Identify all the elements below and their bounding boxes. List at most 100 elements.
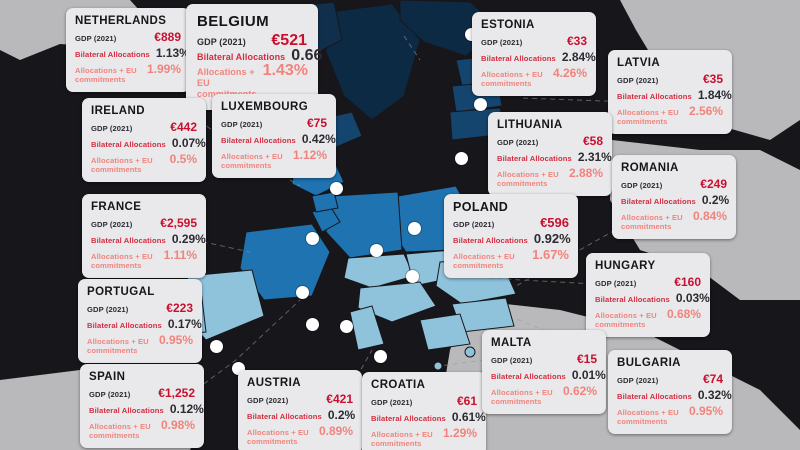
card-title: POLAND [453, 200, 509, 214]
eu-value: 0.98% [160, 418, 195, 432]
gdp-label: GDP (2021) [247, 396, 289, 405]
country-greece [419, 313, 471, 351]
eu-value: 1.12% [292, 148, 327, 162]
eu-value: 2.88% [568, 166, 603, 180]
card-estonia[interactable]: ESTONIA GDP (2021) €33 Bilateral Allocati… [472, 12, 596, 96]
marker-poland[interactable] [408, 222, 421, 235]
gdp-value: €75 [306, 116, 327, 130]
eu-value: 0.89% [318, 424, 353, 438]
gdp-value: €889 [154, 30, 181, 44]
gdp-label: GDP (2021) [91, 220, 133, 229]
bilateral-label: Bilateral Allocations [247, 412, 322, 421]
card-title: BULGARIA [617, 357, 681, 369]
bilateral-label: Bilateral Allocations [91, 140, 166, 149]
gdp-value: €33 [566, 34, 587, 48]
marker-ireland[interactable] [330, 182, 343, 195]
marker-germany[interactable] [340, 320, 353, 333]
bilateral-value: 0.66 [291, 47, 323, 64]
eu-value: 4.26% [552, 66, 587, 80]
marker-austria[interactable] [374, 350, 387, 363]
gdp-label: GDP (2021) [617, 376, 659, 385]
country-italy [349, 305, 385, 351]
gdp-value: €58 [582, 134, 603, 148]
gdp-value: €521 [271, 32, 307, 49]
gdp-value: €442 [170, 120, 197, 134]
bilateral-label: Bilateral Allocations [497, 154, 572, 163]
card-ireland[interactable]: IRELAND GDP (2021) €442 Bilateral Allocat… [82, 98, 206, 182]
gdp-label: GDP (2021) [75, 34, 117, 43]
card-netherlands[interactable]: NETHERLANDS GDP (2021) €889 Bilateral All… [66, 8, 190, 92]
gdp-label: GDP (2021) [89, 390, 131, 399]
gdp-label: GDP (2021) [221, 120, 263, 129]
gdp-value: €61 [456, 394, 477, 408]
card-title: MALTA [491, 337, 532, 349]
card-poland[interactable]: POLAND GDP (2021) €596 Bilateral Allocati… [444, 194, 578, 278]
gdp-value: €249 [700, 177, 727, 191]
card-title: LITHUANIA [497, 119, 563, 131]
bilateral-value: 0.42% [301, 132, 336, 146]
eu-value: 1.11% [163, 248, 197, 262]
bilateral-value: 0.07% [171, 136, 206, 150]
card-malta[interactable]: MALTA GDP (2021) €15 Bilateral Allocation… [482, 330, 606, 414]
card-croatia[interactable]: CROATIA GDP (2021) €61 Bilateral Allocati… [362, 372, 486, 450]
bilateral-value: 0.29% [171, 232, 206, 246]
eu-label: Allocations + EU commitments [491, 388, 553, 406]
gdp-label: GDP (2021) [197, 37, 246, 47]
country-sweden [325, 3, 421, 121]
gdp-value: €1,252 [158, 386, 195, 400]
card-title: NETHERLANDS [75, 15, 167, 27]
eu-label: Allocations + EU commitments [221, 152, 283, 170]
card-lithuania[interactable]: LITHUANIA GDP (2021) €58 Bilateral Alloca… [488, 112, 612, 196]
card-hungary[interactable]: HUNGARY GDP (2021) €160 Bilateral Allocat… [586, 253, 710, 337]
card-spain[interactable]: SPAIN GDP (2021) €1,252 Bilateral Allocat… [80, 364, 204, 448]
card-title: HUNGARY [595, 260, 656, 272]
marker-lithuania[interactable] [455, 152, 468, 165]
country-netherlands [311, 191, 339, 213]
gdp-label: GDP (2021) [617, 76, 659, 85]
bilateral-value: 2.31% [577, 150, 612, 164]
card-austria[interactable]: AUSTRIA GDP (2021) €421 Bilateral Allocat… [238, 370, 362, 450]
eu-label: Allocations + EU commitments [595, 311, 657, 329]
eu-label: Allocations + EU commitments [617, 408, 679, 426]
card-latvia[interactable]: LATVIA GDP (2021) €35 Bilateral Allocatio… [608, 50, 732, 134]
eu-value: 1.43% [262, 62, 308, 79]
bilateral-label: Bilateral Allocations [491, 372, 566, 381]
gdp-value: €15 [576, 352, 597, 366]
card-romania[interactable]: ROMANIA GDP (2021) €249 Bilateral Allocat… [612, 155, 736, 239]
card-portugal[interactable]: PORTUGAL GDP (2021) €223 Bilateral Alloca… [78, 279, 202, 363]
eu-label: Allocations + EU commitments [89, 422, 151, 440]
bilateral-value: 0.92% [533, 231, 571, 246]
eu-value: 0.5% [169, 152, 197, 166]
gdp-value: €2,595 [160, 216, 197, 230]
bilateral-label: Bilateral Allocations [617, 392, 692, 401]
eu-label: Allocations + EU commitments [87, 337, 149, 355]
card-luxembourg[interactable]: LUXEMBOURG GDP (2021) €75 Bilateral Alloc… [212, 94, 336, 178]
gdp-label: GDP (2021) [621, 181, 663, 190]
bilateral-label: Bilateral Allocations [89, 406, 164, 415]
eu-value: 0.95% [688, 404, 723, 418]
marker-latvia[interactable] [474, 98, 487, 111]
bilateral-value: 0.32% [697, 388, 732, 402]
bilateral-value: 0.2% [327, 408, 356, 422]
bilateral-value: 0.2% [701, 193, 730, 207]
eu-value: 1.99% [146, 62, 181, 76]
card-france[interactable]: FRANCE GDP (2021) €2,595 Bilateral Alloca… [82, 194, 206, 278]
card-bulgaria[interactable]: BULGARIA GDP (2021) €74 Bilateral Allocat… [608, 350, 732, 434]
marker-netherlands[interactable] [306, 232, 319, 245]
gdp-label: GDP (2021) [87, 305, 129, 314]
bilateral-label: Bilateral Allocations [595, 295, 670, 304]
eu-label: Allocations + EU commitments [247, 428, 309, 446]
marker-luxembourg[interactable] [306, 318, 319, 331]
bilateral-value: 0.17% [167, 317, 202, 331]
gdp-label: GDP (2021) [595, 279, 637, 288]
marker-czech[interactable] [406, 270, 419, 283]
marker-portugal[interactable] [210, 340, 223, 353]
gdp-label: GDP (2021) [371, 398, 413, 407]
eu-label: Allocations + EU commitments [91, 252, 153, 270]
marker-france[interactable] [370, 244, 383, 257]
eu-value: 1.29% [442, 426, 477, 440]
card-title: BELGIUM [197, 13, 269, 30]
marker-belgium[interactable] [296, 286, 309, 299]
bilateral-label: Bilateral Allocations [481, 54, 556, 63]
eu-value: 0.62% [562, 384, 597, 398]
